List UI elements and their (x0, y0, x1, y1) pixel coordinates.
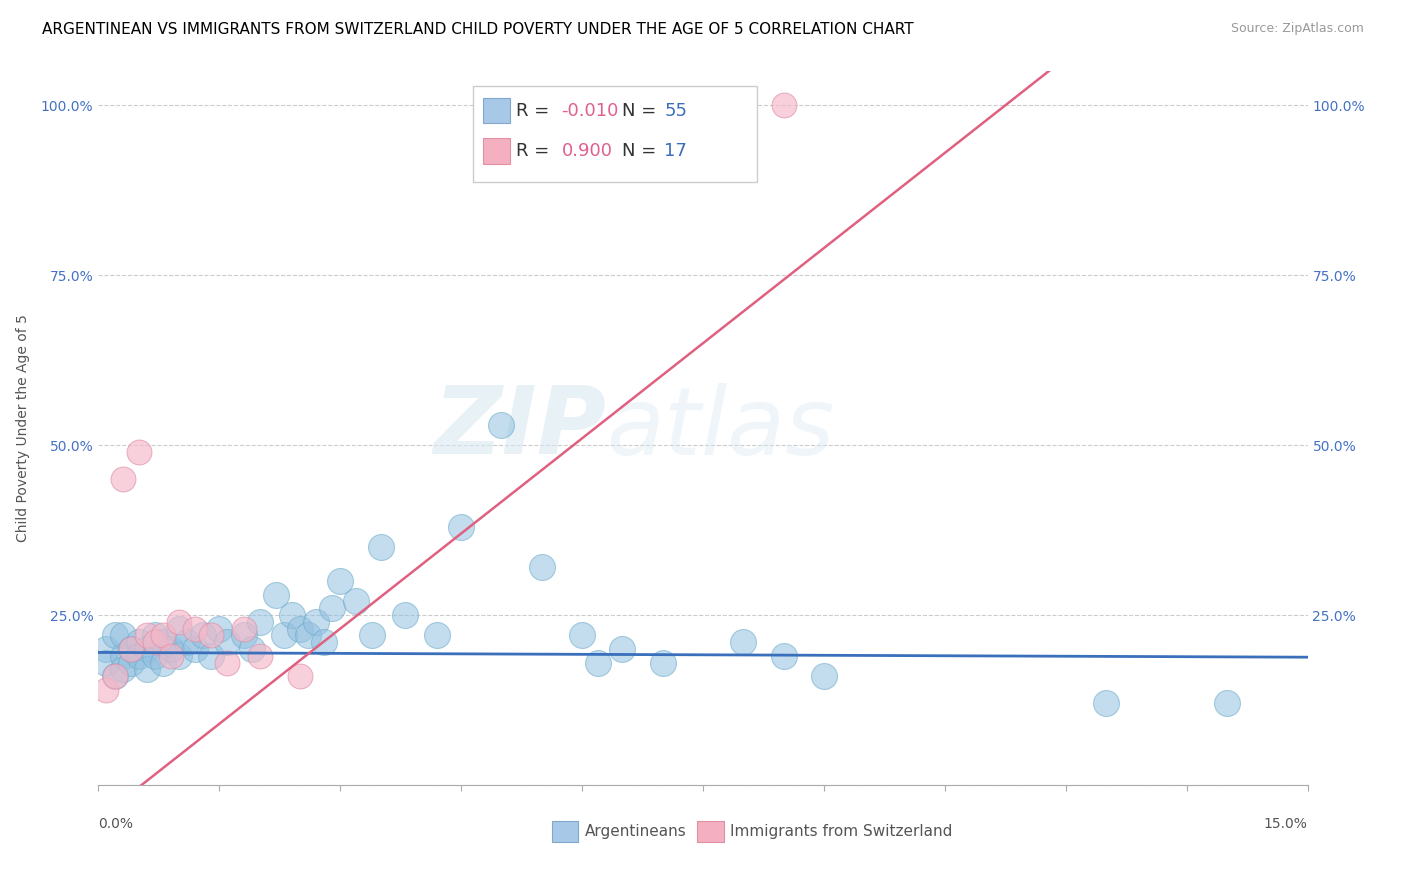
Point (167, 615, 190, 629)
Point (344, 594, 367, 608)
Point (264, 588, 287, 602)
Point (184, 622, 207, 636)
Point (217, 656, 239, 670)
Text: 55: 55 (664, 102, 688, 120)
Bar (482, 138, 509, 164)
Point (240, 642, 263, 657)
Point (1095, 697, 1118, 711)
Point (160, 648, 183, 663)
FancyBboxPatch shape (474, 86, 758, 182)
Point (128, 445, 150, 459)
Text: R =: R = (516, 143, 554, 161)
Point (96, 682, 118, 697)
Text: 15.0%: 15.0% (1264, 817, 1308, 831)
Point (281, 608, 304, 623)
Point (200, 628, 222, 642)
Point (297, 628, 319, 642)
Point (143, 635, 166, 649)
Point (176, 635, 198, 649)
Text: ZIP: ZIP (433, 382, 606, 475)
Point (305, 615, 328, 629)
Point (208, 622, 231, 636)
Point (135, 628, 157, 642)
Text: N =: N = (621, 102, 662, 120)
Point (167, 622, 190, 636)
Y-axis label: Child Poverty Under the Age of 5: Child Poverty Under the Age of 5 (15, 314, 30, 542)
Point (120, 642, 142, 657)
Point (167, 648, 190, 663)
Point (321, 601, 343, 615)
Point (143, 628, 166, 642)
Text: 17: 17 (664, 143, 688, 161)
Point (111, 472, 134, 486)
Point (128, 648, 150, 663)
Point (394, 608, 416, 623)
Point (288, 669, 311, 683)
Text: N =: N = (621, 143, 662, 161)
Point (288, 622, 311, 636)
Text: ARGENTINEAN VS IMMIGRANTS FROM SWITZERLAND CHILD POVERTY UNDER THE AGE OF 5 CORR: ARGENTINEAN VS IMMIGRANTS FROM SWITZERLA… (42, 22, 914, 37)
Point (612, 642, 634, 657)
Point (111, 662, 134, 676)
Point (361, 628, 384, 642)
Point (813, 669, 835, 683)
Point (217, 635, 239, 649)
Point (273, 628, 295, 642)
Text: -0.010: -0.010 (561, 102, 619, 120)
Text: atlas: atlas (606, 383, 835, 474)
Point (103, 669, 125, 683)
Point (111, 628, 134, 642)
Point (772, 648, 794, 663)
Point (426, 628, 449, 642)
Point (96, 656, 118, 670)
Point (733, 635, 755, 649)
Bar (482, 98, 509, 123)
Bar (551, 821, 578, 842)
Point (128, 635, 150, 649)
Point (96, 642, 118, 657)
Point (120, 642, 142, 657)
Point (193, 628, 215, 642)
Point (152, 656, 174, 670)
Point (571, 628, 593, 642)
Bar (697, 821, 724, 842)
Point (103, 669, 125, 683)
Point (450, 519, 472, 533)
Point (120, 656, 142, 670)
Text: Source: ZipAtlas.com: Source: ZipAtlas.com (1230, 22, 1364, 36)
Point (103, 628, 125, 642)
Point (135, 642, 157, 657)
Point (135, 662, 157, 676)
Point (651, 656, 673, 670)
Point (1216, 697, 1239, 711)
Point (143, 648, 166, 663)
Point (249, 615, 271, 629)
Point (370, 540, 392, 554)
Point (329, 574, 352, 588)
Point (232, 628, 254, 642)
Point (232, 622, 254, 636)
Point (160, 642, 183, 657)
Point (491, 417, 513, 432)
Text: 0.900: 0.900 (561, 143, 613, 161)
Point (184, 642, 207, 657)
Point (249, 648, 271, 663)
Point (586, 656, 609, 670)
Point (200, 648, 222, 663)
Text: 0.0%: 0.0% (98, 817, 134, 831)
Text: Argentineans: Argentineans (585, 824, 686, 838)
Point (152, 628, 174, 642)
Point (152, 635, 174, 649)
Text: R =: R = (516, 102, 554, 120)
Point (530, 560, 553, 574)
Point (111, 648, 134, 663)
Point (772, 98, 794, 112)
Text: Immigrants from Switzerland: Immigrants from Switzerland (730, 824, 952, 838)
Point (314, 635, 336, 649)
